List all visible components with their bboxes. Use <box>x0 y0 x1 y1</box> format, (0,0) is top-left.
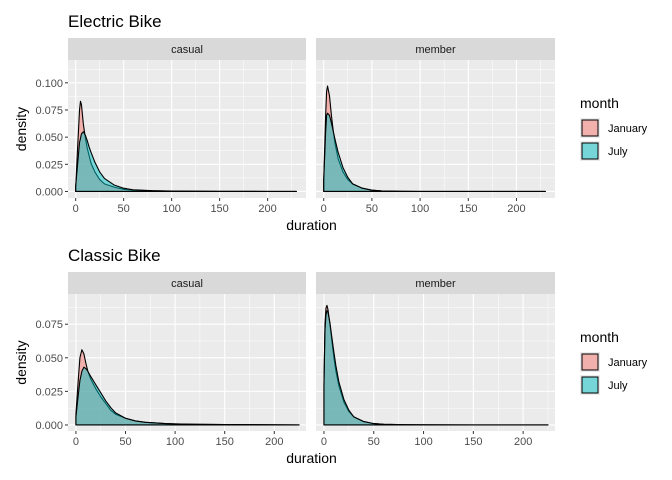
classic-legend-title: month <box>580 329 619 345</box>
classic-member-july-density <box>323 310 549 426</box>
electric-member-x-tick-label: 100 <box>411 203 429 215</box>
electric-x-axis-title: duration <box>286 217 337 233</box>
electric-casual-x-tick-label: 150 <box>210 203 228 215</box>
classic-member-x-tick-label: 150 <box>464 436 482 448</box>
electric-casual-x-tick-label: 100 <box>162 203 180 215</box>
electric-casual-x-tick-label: 50 <box>118 203 130 215</box>
electric-y-tick-label: 0.025 <box>35 159 63 171</box>
electric-member-strip-label: member <box>415 44 456 56</box>
electric-legend-label-july: July <box>608 146 628 158</box>
electric-y-tick-label: 0.000 <box>35 186 63 198</box>
electric-y-axis-title: density <box>13 107 29 151</box>
classic-legend-key-july <box>581 376 599 394</box>
classic-y-tick-label: 0.075 <box>35 319 63 331</box>
electric-member-panel <box>316 60 555 198</box>
electric-y-tick-label: 0.075 <box>35 105 63 117</box>
classic-x-axis-title: duration <box>286 450 337 466</box>
electric-legend-title: month <box>580 95 619 111</box>
classic-casual-x-tick-label: 150 <box>216 436 234 448</box>
classic-member-strip <box>316 272 555 294</box>
classic-y-tick-label: 0.000 <box>35 420 63 432</box>
classic-member-panel <box>316 294 555 431</box>
classic-chart-title: Classic Bike <box>68 246 161 265</box>
electric-casual-strip-label: casual <box>171 44 203 56</box>
classic-casual-strip <box>68 272 306 294</box>
electric-legend-label-january: January <box>608 123 648 135</box>
classic-member-x-tick-label: 0 <box>321 436 327 448</box>
classic-y-axis-title: density <box>13 340 29 384</box>
electric-y-tick-label: 0.100 <box>35 78 63 90</box>
electric-casual-x-tick-label: 0 <box>73 203 79 215</box>
classic-member-strip-label: member <box>415 278 456 290</box>
electric-member-x-tick-label: 50 <box>366 203 378 215</box>
classic-casual-strip-label: casual <box>171 278 203 290</box>
electric-member-x-tick-label: 0 <box>321 203 327 215</box>
classic-legend-key-january <box>581 353 599 371</box>
electric-casual-july-density <box>75 131 297 193</box>
electric-member-strip <box>316 38 555 60</box>
classic-y-tick-label: 0.050 <box>35 353 63 365</box>
classic-y-tick-label: 0.025 <box>35 386 63 398</box>
classic-legend-label-january: January <box>608 357 648 369</box>
classic-member-x-tick-label: 200 <box>514 436 532 448</box>
classic-casual-x-tick-label: 50 <box>119 436 131 448</box>
classic-member-x-tick-label: 100 <box>414 436 432 448</box>
electric-casual-strip <box>68 38 306 60</box>
electric-casual-x-tick-label: 200 <box>258 203 276 215</box>
electric-legend-key-january <box>581 119 599 137</box>
classic-legend-label-july: July <box>608 380 628 392</box>
electric-member-x-tick-label: 150 <box>459 203 477 215</box>
electric-member-july-density <box>323 112 546 193</box>
classic-casual-july-density <box>75 366 300 426</box>
classic-casual-x-tick-label: 0 <box>73 436 79 448</box>
electric-member-x-tick-label: 200 <box>507 203 525 215</box>
electric-legend-key-july <box>581 142 599 160</box>
electric-y-tick-label: 0.050 <box>35 132 63 144</box>
classic-member-x-tick-label: 50 <box>368 436 380 448</box>
classic-casual-x-tick-label: 100 <box>166 436 184 448</box>
classic-casual-x-tick-label: 200 <box>265 436 283 448</box>
electric-chart-title: Electric Bike <box>68 12 162 31</box>
